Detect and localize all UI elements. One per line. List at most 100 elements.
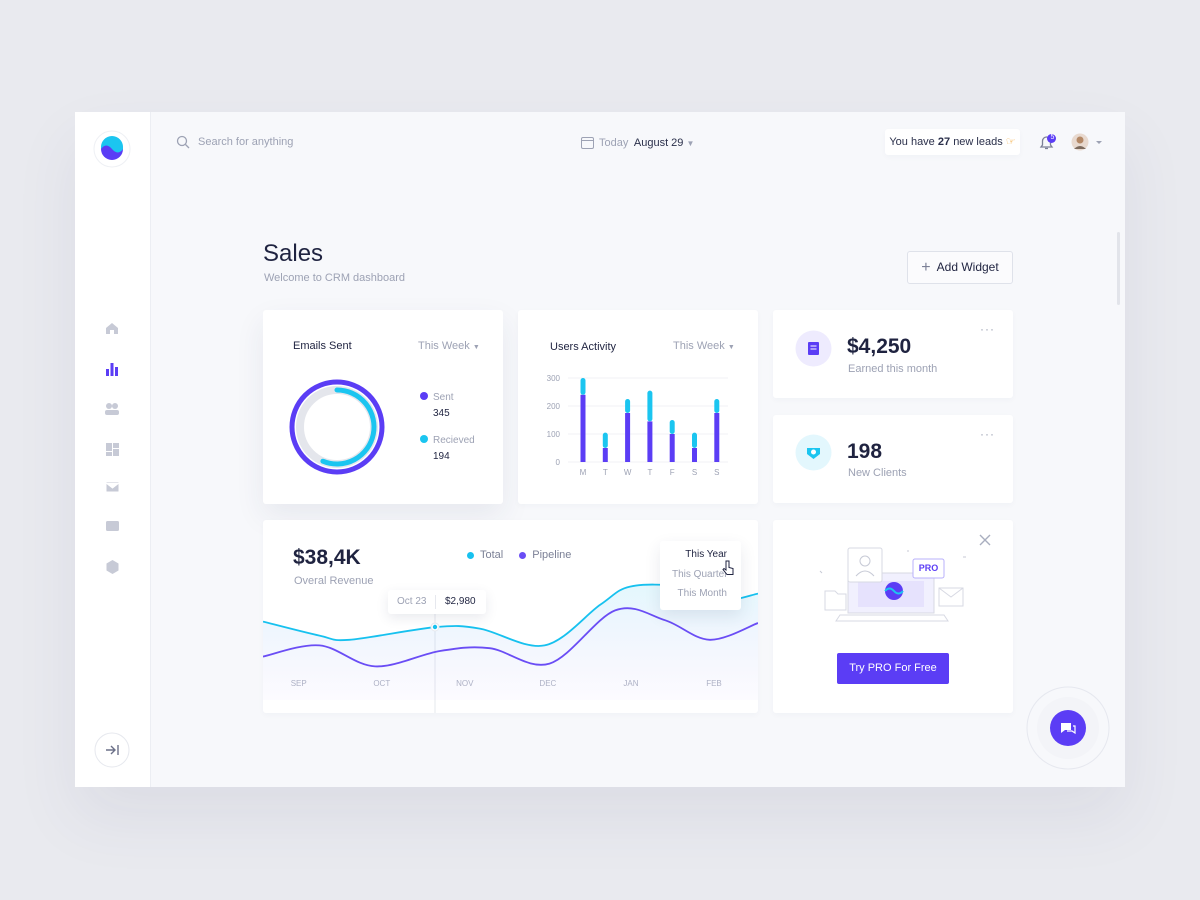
try-pro-button[interactable]: Try PRO For Free: [837, 653, 949, 684]
bar-segment: [669, 420, 675, 434]
legend-item: Total: [467, 549, 503, 561]
legend-label: Sent: [433, 392, 454, 403]
x-tick-label: T: [603, 468, 608, 477]
stat-label: Earned this month: [848, 363, 938, 375]
bar-segment: [692, 432, 697, 448]
tooltip: Oct 23 $2,980: [388, 590, 486, 614]
period-option[interactable]: This Year: [685, 549, 727, 560]
bar-segment: [692, 448, 697, 462]
more-menu[interactable]: ···: [980, 322, 995, 336]
legend: Total Pipeline: [467, 549, 571, 561]
add-widget-label: Add Widget: [936, 260, 999, 274]
x-tick-label: T: [647, 468, 652, 477]
leads-banner[interactable]: You have 27 new leads ☞: [885, 129, 1020, 155]
legend-label: Recieved: [433, 435, 475, 446]
nav-sales[interactable]: [106, 363, 118, 376]
nav-dashboard[interactable]: [106, 443, 119, 456]
bar-segment: [669, 434, 675, 462]
y-tick-label: 300: [547, 374, 561, 383]
leads-suffix: new leads: [953, 136, 1003, 148]
bar-segment: [714, 399, 720, 413]
y-tick-label: 0: [556, 458, 561, 467]
legend-value: 345: [433, 408, 450, 419]
bar-segment: [580, 394, 586, 462]
nav-mail[interactable]: [105, 481, 120, 493]
legend-dot: [420, 435, 428, 443]
x-tick-label: M: [580, 468, 587, 477]
page-subtitle: Welcome to CRM dashboard: [264, 272, 406, 284]
activity-title: Users Activity: [550, 341, 617, 353]
y-tick-label: 100: [547, 430, 561, 439]
emails-title: Emails Sent: [293, 340, 352, 352]
nav-wallet[interactable]: [106, 521, 119, 531]
page-title: Sales: [263, 240, 324, 267]
legend-item: Pipeline: [519, 549, 571, 561]
hover-dot-core: [432, 624, 438, 630]
nav-home[interactable]: [106, 323, 118, 334]
tooltip-value: $2,980: [445, 596, 476, 607]
search-icon: [176, 135, 190, 149]
donut-arc: [320, 387, 377, 467]
legend-label: Pipeline: [532, 549, 572, 561]
bar-segment: [602, 432, 608, 448]
stat-value: $4,250: [847, 335, 912, 358]
bar-segment: [625, 413, 631, 462]
pro-illustration: [819, 547, 966, 622]
bar-segment: [625, 399, 631, 413]
search-input[interactable]: Search for anything: [198, 136, 294, 148]
revenue-value: $38,4K: [293, 546, 361, 569]
stat-icon: [795, 330, 832, 367]
period-option[interactable]: This Month: [677, 588, 727, 599]
scrollbar: [1117, 232, 1120, 305]
notification-count: 5: [1050, 134, 1055, 141]
area-fill: [263, 584, 758, 700]
legend-dot: [467, 551, 474, 559]
donut-arc: [289, 379, 385, 475]
cursor: [722, 560, 734, 575]
period-label: This Week: [418, 340, 470, 352]
date: August 29: [633, 137, 684, 149]
x-tick-label: F: [670, 468, 675, 477]
bar-segment: [647, 421, 653, 462]
tooltip-date: Oct 23: [397, 596, 427, 607]
legend-dot: [420, 392, 428, 400]
bar-segment: [580, 378, 586, 395]
chat-button[interactable]: [1026, 686, 1110, 770]
x-tick-label: W: [624, 468, 632, 477]
collapse-icon: [106, 745, 119, 755]
notifications[interactable]: [1039, 134, 1059, 152]
close-button[interactable]: [978, 533, 992, 547]
date-picker[interactable]: Today August 29 ▼: [599, 137, 695, 149]
emails-period[interactable]: This Week ▼: [418, 340, 480, 352]
nav-settings[interactable]: [106, 560, 119, 574]
y-tick-label: 200: [547, 402, 561, 411]
date-prefix: Today: [599, 137, 629, 149]
legend-value: 194: [433, 451, 450, 462]
leads-count: 27: [937, 136, 951, 148]
pro-badge: PRO: [918, 563, 939, 573]
stat-label: New Clients: [848, 467, 907, 479]
leads-prefix: You have: [889, 136, 935, 148]
bar-segment: [714, 413, 720, 462]
activity-period[interactable]: This Week ▼: [673, 340, 735, 352]
legend-dot: [519, 551, 527, 559]
stat-value: 198: [847, 440, 883, 463]
nav-contacts[interactable]: [105, 403, 119, 415]
more-menu[interactable]: ···: [980, 427, 995, 441]
bar-segment: [647, 390, 653, 422]
user-menu[interactable]: [1071, 133, 1103, 151]
calendar-icon: [581, 137, 594, 149]
legend-label: Total: [480, 549, 504, 561]
add-widget-button[interactable]: + Add Widget: [907, 251, 1013, 284]
x-tick-label: S: [692, 468, 697, 477]
period-label: This Week: [673, 340, 725, 352]
period-option[interactable]: This Quarter: [672, 569, 728, 580]
sidebar-icons: [93, 130, 131, 768]
period-dropdown[interactable]: This Year This Quarter This Month: [660, 541, 741, 610]
donut-chart: Sent 345 Recieved 194: [289, 379, 475, 475]
line-series: [263, 607, 758, 668]
bar-segment: [602, 448, 608, 462]
revenue-label: Overal Revenue: [294, 575, 374, 587]
x-tick-label: S: [714, 468, 719, 477]
